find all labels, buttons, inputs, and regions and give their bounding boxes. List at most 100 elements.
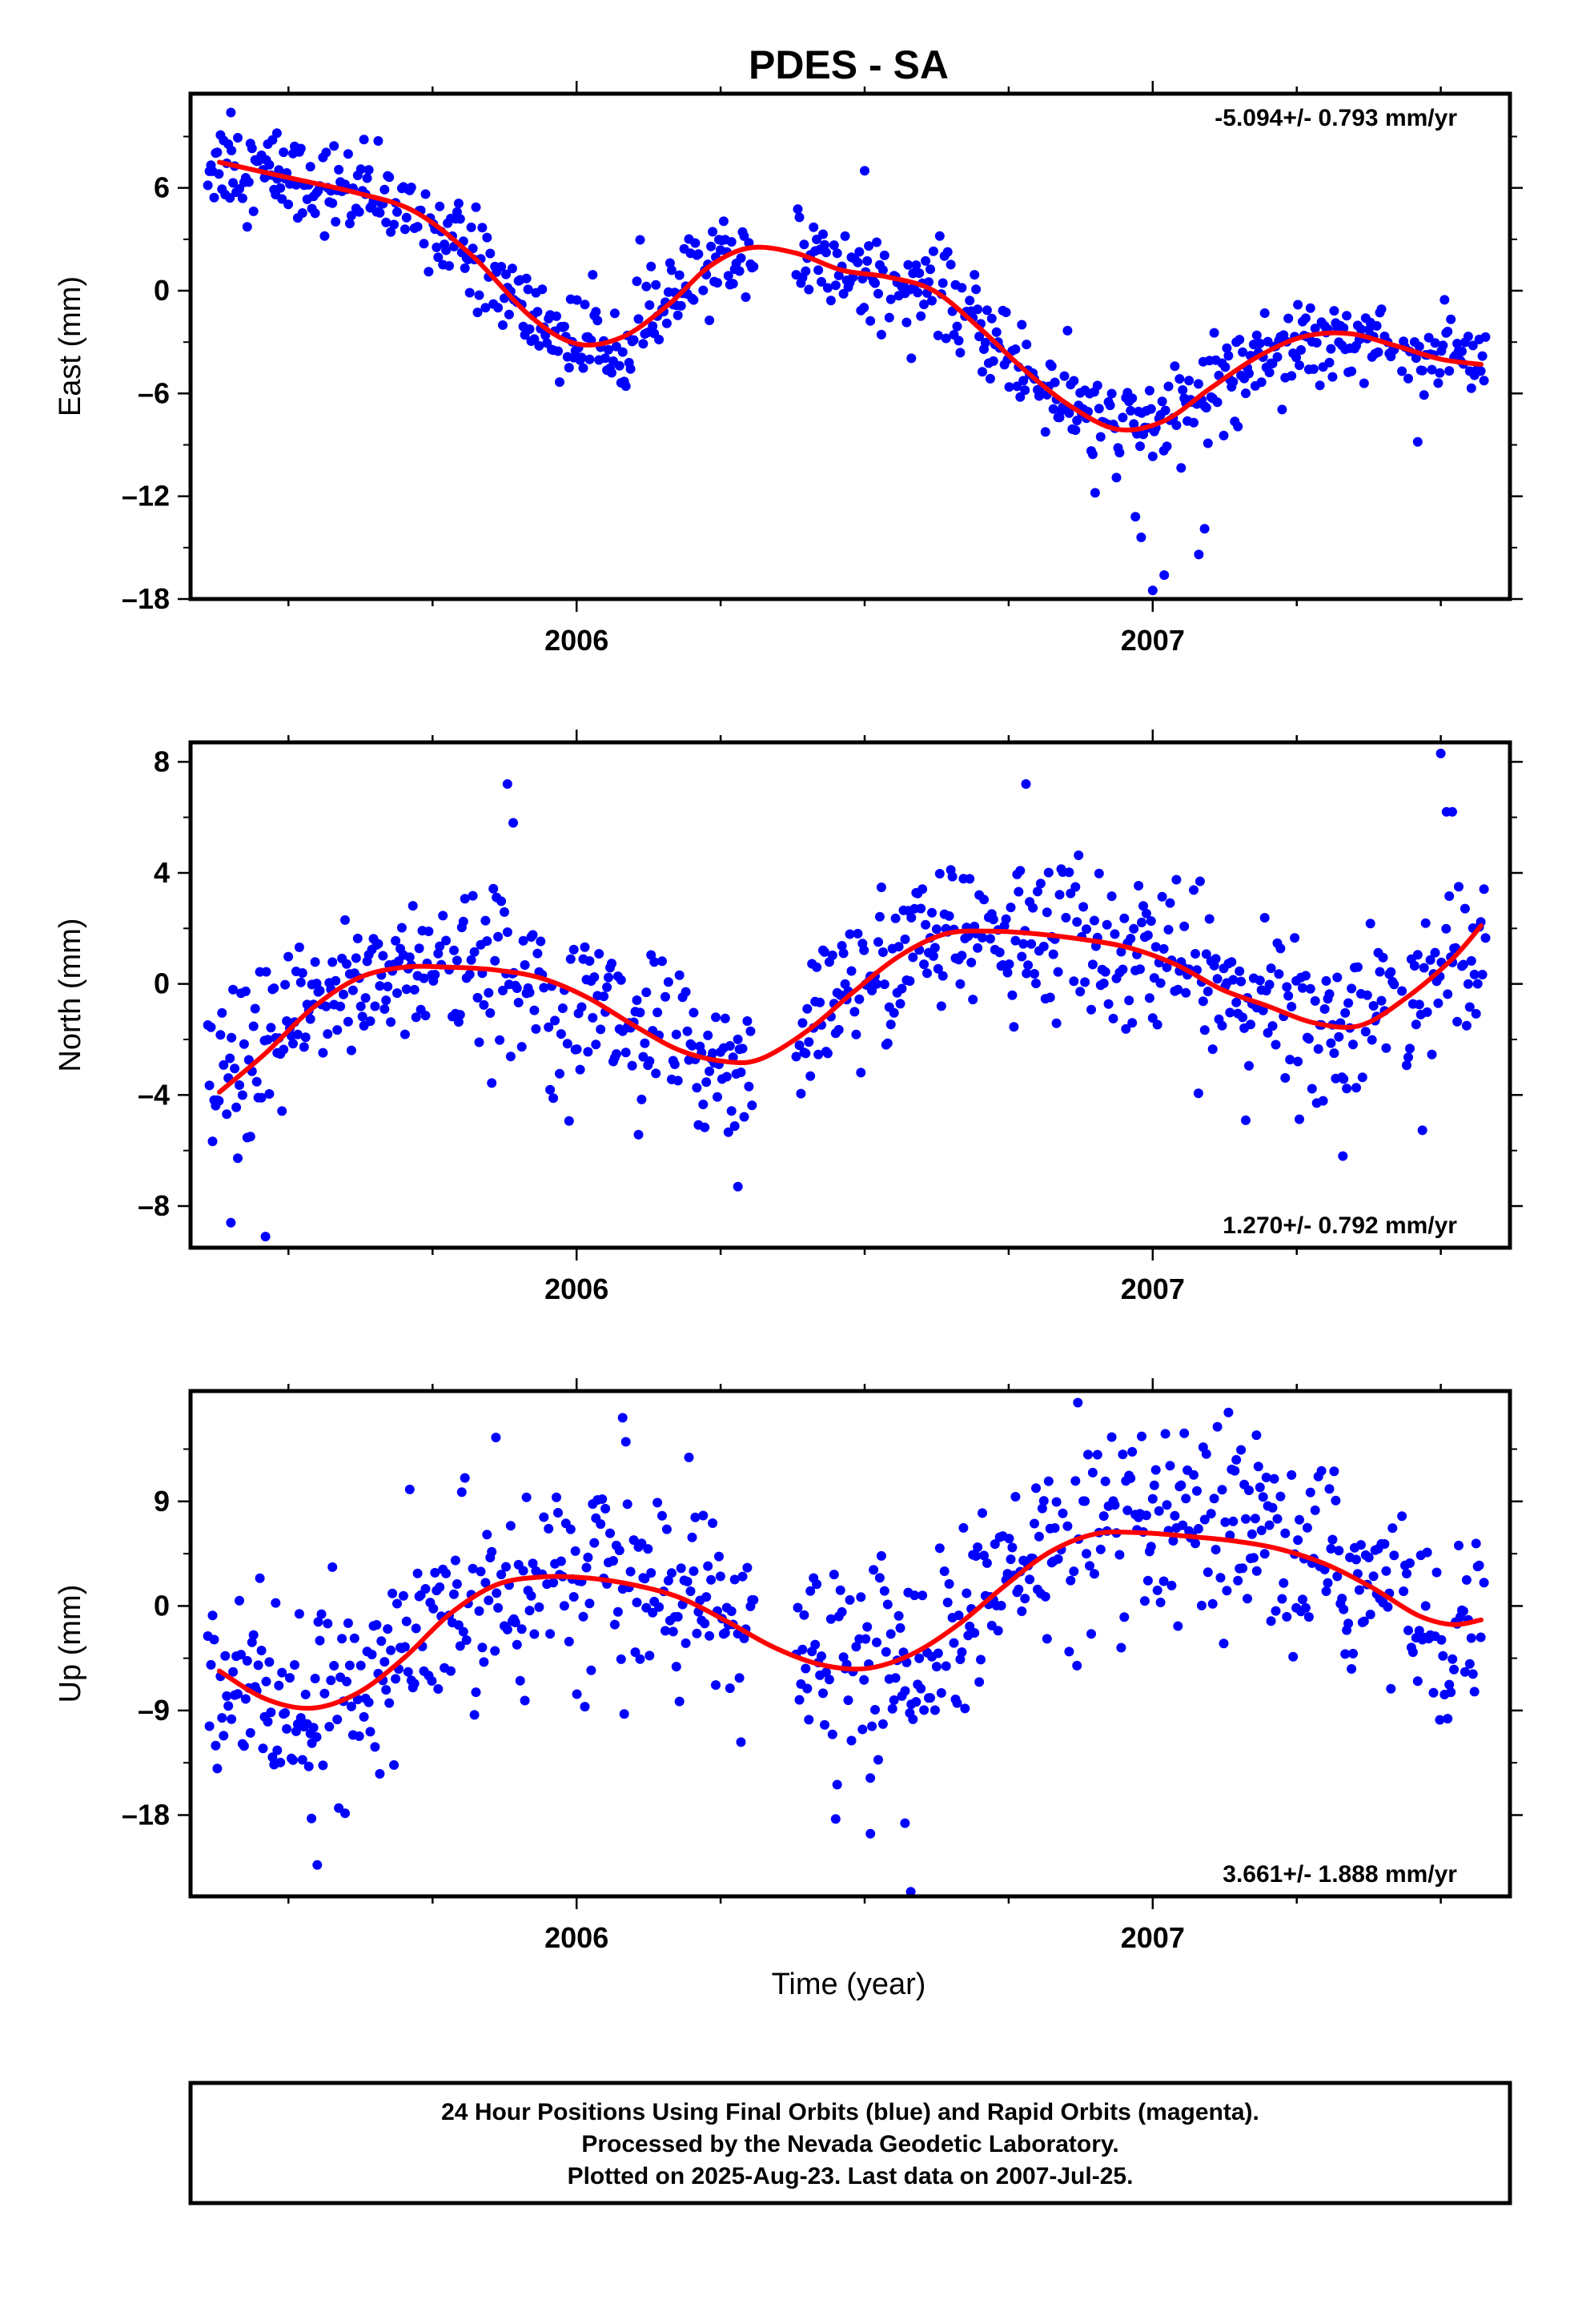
north-data-point <box>966 957 977 967</box>
east-data-point <box>830 280 841 291</box>
up-data-point <box>556 1556 566 1566</box>
east-data-point <box>1324 357 1335 368</box>
east-data-point <box>633 314 644 324</box>
east-data-point <box>801 266 811 276</box>
east-data-point <box>736 253 746 263</box>
north-data-point <box>453 1017 464 1027</box>
north-data-point <box>1017 951 1027 962</box>
north-data-point <box>1134 881 1144 891</box>
up-data-point <box>793 1602 803 1613</box>
north-data-point <box>589 972 600 983</box>
up-data-point <box>1431 1567 1442 1578</box>
north-data-point <box>1195 876 1205 887</box>
north-data-point <box>1006 903 1016 913</box>
east-axes: 2006 2007 –18 –12 –6 0 6 <box>122 81 1523 657</box>
north-data-point <box>227 1032 237 1043</box>
east-data-point <box>580 300 590 310</box>
up-data-point <box>311 1732 322 1742</box>
up-data-point <box>471 1687 481 1698</box>
north-data-point <box>934 869 945 879</box>
up-data-point <box>365 1727 375 1737</box>
up-data-point <box>636 1538 647 1549</box>
north-data-point <box>379 1004 390 1014</box>
up-data-point <box>893 1610 904 1621</box>
up-data-point <box>1118 1449 1128 1460</box>
east-data-point <box>1427 364 1437 375</box>
north-data-point <box>895 999 905 1009</box>
north-data-point <box>299 1042 309 1052</box>
north-data-point <box>243 1055 254 1065</box>
up-data-point <box>295 1713 306 1723</box>
up-data-point <box>342 1676 351 1687</box>
north-data-point <box>944 911 954 921</box>
north-data-point <box>352 933 363 943</box>
x-tick-label: 2007 <box>1121 1921 1185 1954</box>
north-data-point <box>1070 882 1081 892</box>
up-data-point <box>931 1662 942 1672</box>
east-data-point <box>1092 380 1102 391</box>
east-data-point <box>1147 451 1158 461</box>
up-data-point <box>671 1662 681 1672</box>
up-data-point <box>668 1626 678 1637</box>
up-data-point <box>1363 1552 1374 1562</box>
up-data-point <box>1469 1687 1480 1697</box>
north-data-point <box>347 985 358 995</box>
up-data-point <box>1181 1494 1191 1504</box>
north-data-point <box>250 1003 260 1014</box>
east-data-point <box>973 304 983 315</box>
north-data-point <box>1010 935 1021 946</box>
north-data-point <box>342 959 351 969</box>
east-data-point <box>1020 385 1030 396</box>
north-data-point <box>854 994 865 1004</box>
east-data-point <box>1114 448 1125 458</box>
north-data-point <box>698 1100 709 1110</box>
north-data-point <box>500 907 509 917</box>
north-data-point <box>872 979 881 989</box>
up-data-point <box>1034 1531 1044 1542</box>
up-data-point <box>869 1565 879 1575</box>
east-scatter-points <box>203 107 1491 596</box>
east-data-point <box>243 177 254 187</box>
east-data-point <box>1235 335 1245 345</box>
up-outlier-point <box>900 1818 910 1828</box>
north-data-point <box>1444 891 1455 901</box>
north-data-point <box>1295 1114 1304 1124</box>
up-data-point <box>1155 1598 1166 1607</box>
north-data-point <box>528 930 538 940</box>
east-rate-label: -5.094+/- 0.793 mm/yr <box>1215 105 1457 131</box>
up-data-point <box>1179 1428 1190 1438</box>
up-data-point <box>1259 1549 1270 1559</box>
up-data-point <box>502 1624 512 1634</box>
east-data-point <box>321 147 331 158</box>
east-data-point <box>980 337 990 348</box>
up-data-point <box>711 1680 721 1691</box>
north-data-point <box>283 951 294 962</box>
east-data-point <box>1256 377 1267 388</box>
up-data-point <box>1203 1567 1213 1578</box>
up-data-point <box>528 1558 538 1569</box>
north-data-point <box>572 1044 582 1055</box>
north-data-point <box>1082 924 1091 935</box>
east-data-point <box>1171 420 1182 430</box>
north-data-point <box>931 924 942 935</box>
east-data-point <box>248 206 259 216</box>
north-data-point <box>1035 879 1046 889</box>
up-data-point <box>505 1521 516 1531</box>
up-data-point <box>1379 1539 1390 1549</box>
east-data-point <box>1439 295 1450 305</box>
north-data-point <box>591 1039 601 1050</box>
up-data-point <box>877 1719 888 1729</box>
north-data-point <box>420 1011 431 1021</box>
north-data-point <box>1263 1027 1273 1038</box>
north-data-point <box>1397 986 1407 996</box>
up-data-point <box>264 1657 275 1667</box>
up-data-point <box>643 1544 653 1554</box>
north-data-point <box>1181 987 1191 998</box>
north-data-point <box>1064 867 1074 878</box>
up-data-point <box>862 1622 873 1632</box>
north-data-point <box>564 1116 574 1126</box>
up-data-point <box>1241 1514 1251 1524</box>
north-data-point <box>1116 947 1126 957</box>
east-data-point <box>412 222 423 232</box>
east-data-point <box>1277 404 1287 415</box>
